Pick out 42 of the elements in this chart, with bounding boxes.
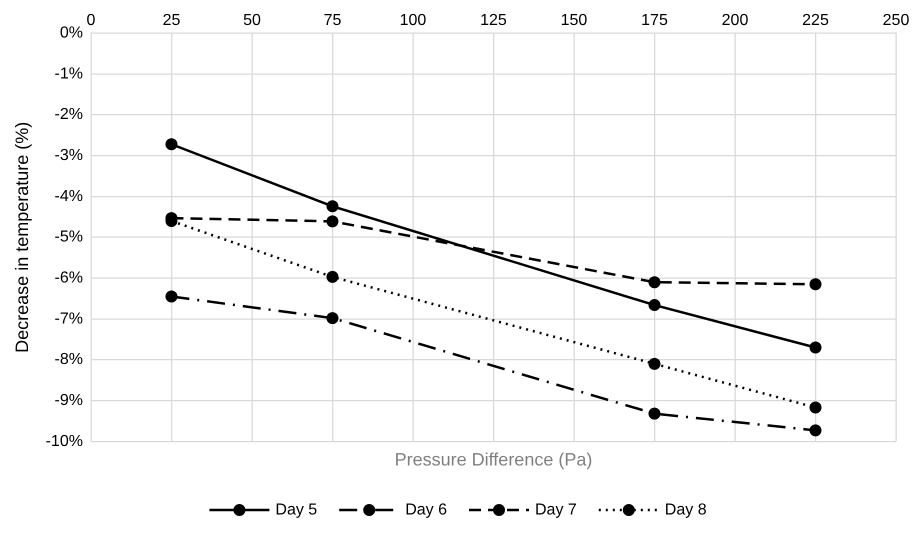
legend-label: Day 5	[275, 501, 318, 518]
y-tick-label: -3%	[54, 147, 83, 164]
x-tick-label: 125	[480, 12, 507, 30]
point	[809, 278, 822, 290]
y-tick-label: -9%	[54, 392, 83, 409]
point	[648, 408, 660, 420]
x-tick-label: 50	[243, 12, 261, 30]
y-tick-label: -6%	[54, 270, 83, 287]
point	[809, 424, 822, 436]
y-tick-label: -2%	[54, 106, 83, 124]
x-tick-label: 100	[400, 12, 426, 30]
x-tick-label: 225	[802, 12, 829, 30]
legend-label: Day 8	[664, 501, 707, 518]
y-tick-label: -10%	[46, 432, 83, 450]
y-tick-label: -1%	[54, 65, 83, 82]
point	[165, 290, 178, 302]
x-tick-label: 75	[324, 12, 342, 30]
x-axis-title: Pressure Difference (Pa)	[394, 449, 592, 470]
point	[326, 270, 338, 283]
y-tick-label: 0%	[60, 24, 83, 42]
point	[326, 215, 338, 228]
legend-label: Day 7	[535, 501, 577, 518]
point	[648, 358, 660, 370]
y-tick-label: -5%	[54, 228, 83, 246]
legend-label: Day 6	[405, 501, 448, 518]
x-tick-label: 150	[560, 12, 588, 30]
x-tick-label: 200	[722, 12, 748, 30]
point	[809, 402, 822, 414]
y-axis-title: Decrease in temperature (%)	[12, 122, 32, 353]
x-tick-label: 250	[882, 12, 910, 30]
x-tick-label: 175	[641, 12, 668, 30]
y-tick-label: -7%	[54, 310, 83, 328]
point	[326, 200, 338, 212]
y-tick-label: -8%	[54, 351, 83, 368]
x-tick-label: 0	[86, 12, 96, 30]
point	[648, 299, 660, 312]
y-tick-label: -4%	[54, 188, 83, 205]
point	[809, 342, 822, 354]
x-tick-label: 25	[162, 12, 180, 30]
point	[165, 138, 178, 150]
point	[326, 312, 338, 324]
point	[648, 276, 660, 288]
